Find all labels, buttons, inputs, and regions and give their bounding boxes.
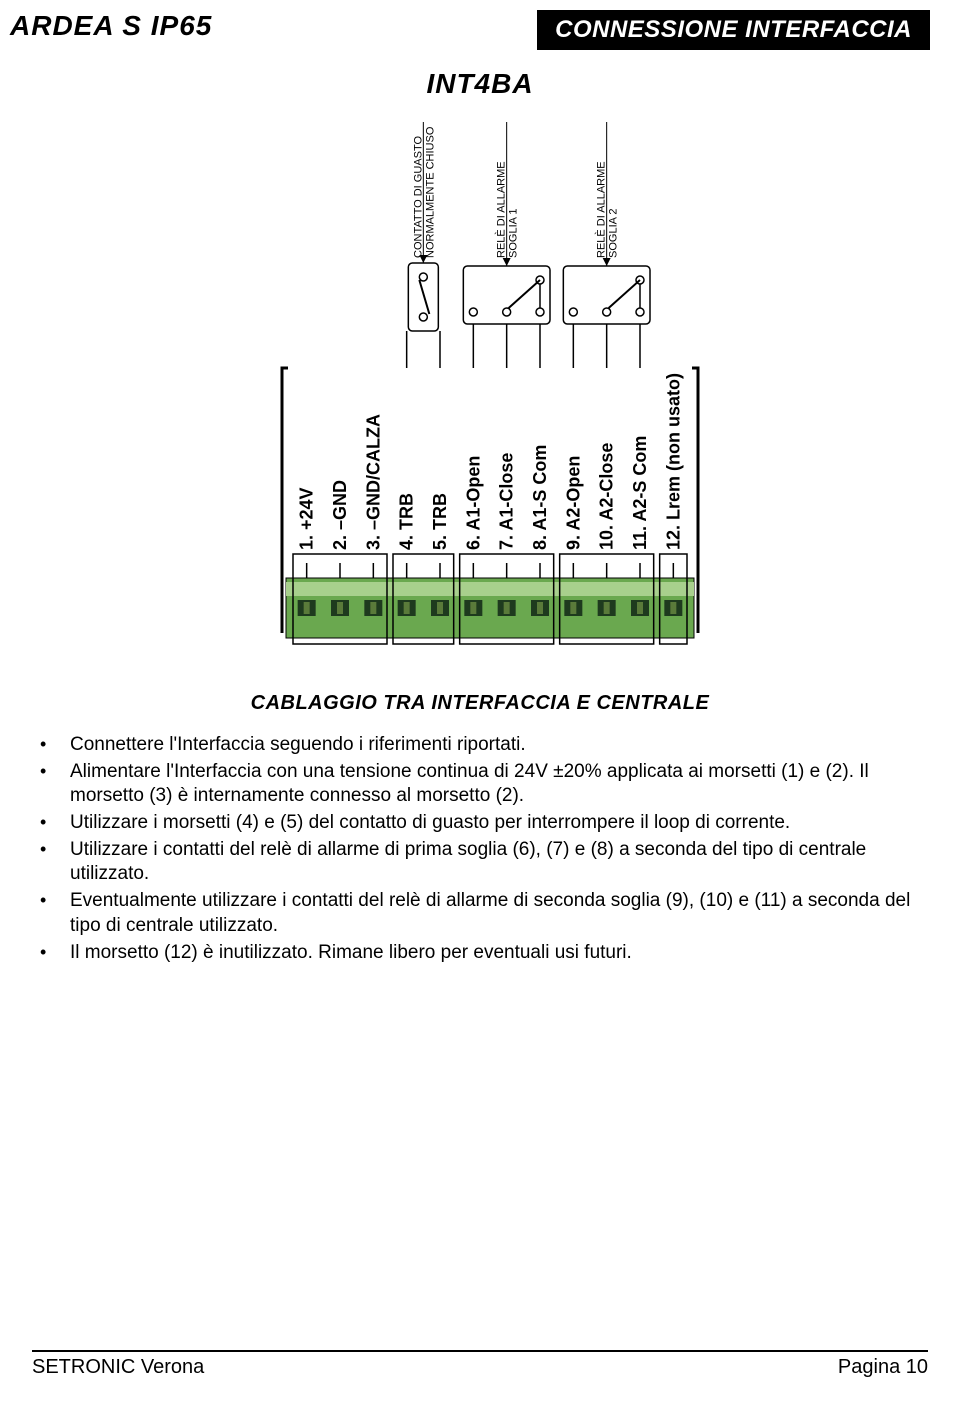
bullet-item: •Il morsetto (12) è inutilizzato. Rimane… — [36, 941, 924, 966]
bullet-item: •Connettere l'Interfaccia seguendo i rif… — [36, 733, 924, 758]
svg-text:3. –GND/CALZA: 3. –GND/CALZA — [363, 414, 383, 550]
bullet-text: Alimentare l'Interfaccia con una tension… — [70, 760, 924, 809]
footer: SETRONIC Verona Pagina 10 — [32, 1350, 928, 1379]
bullet-marker: • — [36, 889, 70, 938]
svg-text:RELÈ DI ALLARME: RELÈ DI ALLARME — [495, 161, 508, 258]
bullet-text: Eventualmente utilizzare i contatti del … — [70, 889, 924, 938]
svg-text:4. TRB: 4. TRB — [397, 493, 417, 550]
header: ARDEA S IP65 CONNESSIONE INTERFACCIA — [0, 0, 960, 50]
bullet-text: Utilizzare i contatti del relè di allarm… — [70, 838, 924, 887]
bullet-text: Il morsetto (12) è inutilizzato. Rimane … — [70, 941, 924, 966]
bullet-marker: • — [36, 811, 70, 836]
svg-text:6. A1-Open: 6. A1-Open — [463, 456, 483, 550]
svg-text:CONTATTO DI GUASTO: CONTATTO DI GUASTO — [412, 136, 424, 258]
bullet-marker: • — [36, 838, 70, 887]
bullet-marker: • — [36, 760, 70, 809]
bullet-item: •Eventualmente utilizzare i contatti del… — [36, 889, 924, 938]
svg-text:SOGLIA 1: SOGLIA 1 — [508, 208, 520, 258]
svg-text:10. A2-Close: 10. A2-Close — [597, 443, 617, 550]
bullet-marker: • — [36, 941, 70, 966]
svg-text:5. TRB: 5. TRB — [430, 493, 450, 550]
footer-page: Pagina 10 — [838, 1356, 928, 1379]
svg-text:7. A1-Close: 7. A1-Close — [497, 453, 517, 550]
svg-text:RELÈ DI ALLARME: RELÈ DI ALLARME — [595, 161, 608, 258]
svg-text:11. A2-S Com: 11. A2-S Com — [630, 436, 650, 550]
bullet-marker: • — [36, 733, 70, 758]
section-title: CONNESSIONE INTERFACCIA — [537, 10, 930, 50]
footer-company: SETRONIC Verona — [32, 1356, 204, 1379]
bullet-text: Utilizzare i morsetti (4) e (5) del cont… — [70, 811, 924, 836]
svg-text:NORMALMENTE CHIUSO: NORMALMENTE CHIUSO — [424, 126, 436, 258]
svg-text:2. –GND: 2. –GND — [330, 480, 350, 550]
bullet-text: Connettere l'Interfaccia seguendo i rife… — [70, 733, 924, 758]
diagram: 1. +24V 2. –GND 3. –GND/CALZA 4. TRB 5. TRB 6… — [0, 108, 960, 668]
diagram-title: INT4BA — [0, 68, 960, 100]
svg-text:12. Lrem (non usato): 12. Lrem (non usato) — [663, 373, 683, 550]
bullet-item: •Utilizzare i morsetti (4) e (5) del con… — [36, 811, 924, 836]
bullet-item: •Alimentare l'Interfaccia con una tensio… — [36, 760, 924, 809]
svg-text:8. A1-S Com: 8. A1-S Com — [530, 445, 550, 550]
product-name: ARDEA S IP65 — [10, 10, 537, 42]
svg-text:9. A2-Open: 9. A2-Open — [563, 456, 583, 550]
subtitle: CABLAGGIO TRA INTERFACCIA E CENTRALE — [0, 692, 960, 715]
svg-text:SOGLIA 2: SOGLIA 2 — [608, 208, 620, 258]
bullet-item: •Utilizzare i contatti del relè di allar… — [36, 838, 924, 887]
bullet-list: •Connettere l'Interfaccia seguendo i rif… — [0, 733, 960, 965]
svg-text:1. +24V: 1. +24V — [297, 487, 317, 550]
